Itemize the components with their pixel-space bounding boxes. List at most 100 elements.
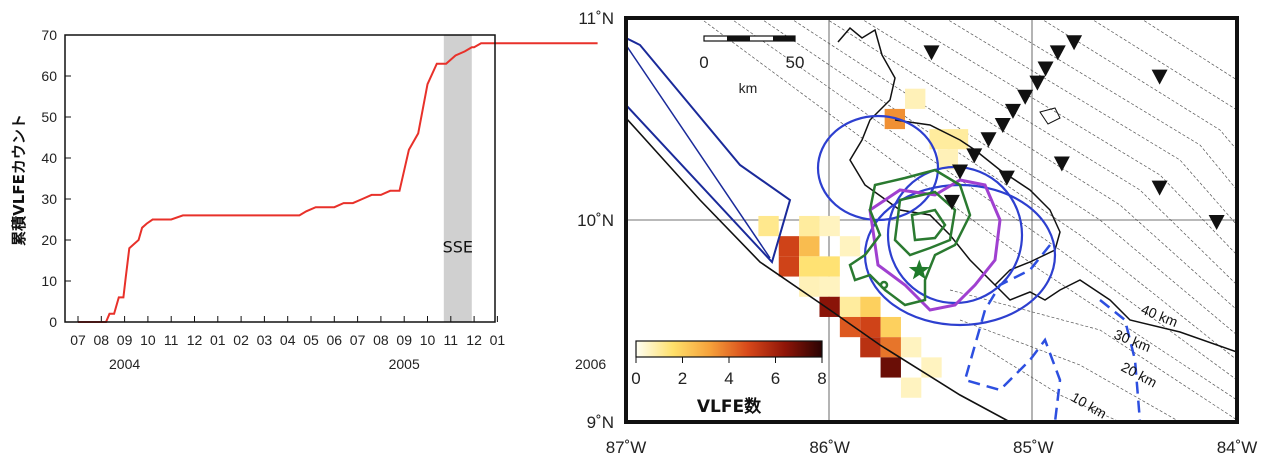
colorbar-tick-label: 6 <box>771 369 780 388</box>
station-triangle <box>943 194 960 210</box>
x-tick-label: 06 <box>327 332 343 348</box>
colorbar-tick-label: 2 <box>678 369 687 388</box>
heatmap-cell <box>880 357 901 378</box>
heatmap-cell <box>778 236 800 257</box>
y-tick-label: 30 <box>41 191 57 207</box>
seismic-stations <box>923 35 1225 231</box>
station-triangle <box>1029 75 1046 91</box>
x-tick-label: 01 <box>490 332 506 348</box>
station-triangle <box>998 170 1015 186</box>
colorbar-ramp <box>635 340 823 358</box>
y-tick-label: 50 <box>41 109 57 125</box>
heatmap-cell <box>900 377 922 398</box>
station-triangle <box>1049 45 1066 61</box>
heatmap-cell <box>778 256 800 277</box>
y-tick-label: 0 <box>49 314 57 330</box>
fault-zone-outline <box>626 36 792 264</box>
x-axis-ticks: 07 08 09 10 11 12 01 02 03 04 05 06 07 08 09 10 11 12 01 <box>70 316 505 348</box>
station-triangle <box>952 164 969 180</box>
heatmap-cell <box>860 337 881 358</box>
heatmap-cell <box>819 215 840 237</box>
trench-line <box>626 117 1011 422</box>
year-labels: 2004 2005 2006 <box>109 356 606 372</box>
station-triangle <box>980 132 997 148</box>
station-triangle <box>923 45 940 61</box>
plot-frame <box>64 34 496 323</box>
dashed-slip-contour <box>963 244 1142 422</box>
longitude-tick-label: 85˚W <box>1013 438 1054 457</box>
x-tick-label: 12 <box>466 332 482 348</box>
station-triangle <box>1066 35 1083 51</box>
x-tick-label: 09 <box>396 332 412 348</box>
longitude-tick-label: 87˚W <box>606 438 647 457</box>
cumulative-count-chart: SSE 0 10 20 30 40 50 60 70 07 08 09 10 11 12 01 02 03 04… <box>10 27 606 372</box>
x-tick-label: 12 <box>187 332 203 348</box>
sse-label: SSE <box>443 237 473 256</box>
heatmap-cell <box>799 276 820 297</box>
station-triangle <box>994 118 1011 134</box>
heatmap-cell <box>880 337 901 358</box>
y-tick-label: 60 <box>41 68 57 84</box>
y-axis-ticks: 0 10 20 30 40 50 60 70 <box>41 27 71 330</box>
y-tick-label: 70 <box>41 27 57 43</box>
y-tick-label: 40 <box>41 150 57 166</box>
scale-bar: 0 50 km <box>699 35 805 96</box>
colorbar-tick-label: 4 <box>724 369 733 388</box>
x-tick-label: 11 <box>164 332 179 348</box>
station-triangle <box>1017 89 1034 105</box>
heatmap-cell <box>839 236 861 257</box>
y-tick-label: 20 <box>41 232 57 248</box>
heatmap-cell <box>799 236 820 257</box>
x-tick-label: 05 <box>303 332 319 348</box>
lake-outline <box>1039 107 1061 125</box>
station-triangle <box>1151 180 1168 196</box>
scale-tick-50: 50 <box>786 53 805 72</box>
x-tick-label: 08 <box>94 332 110 348</box>
heatmap-cell <box>819 296 840 317</box>
x-tick-label: 07 <box>70 332 86 348</box>
latitude-ticks: 9˚N 10˚N 11˚N <box>577 9 614 432</box>
x-tick-label: 10 <box>140 332 156 348</box>
year-label: 2006 <box>575 356 606 372</box>
station-triangle <box>1151 69 1168 85</box>
sse-shaded-span <box>443 35 472 322</box>
station-triangle <box>966 148 983 164</box>
y-tick-label: 10 <box>41 273 57 289</box>
scale-unit: km <box>739 80 758 96</box>
x-tick-label: 02 <box>233 332 249 348</box>
latitude-tick-label: 11˚N <box>578 9 614 28</box>
station-triangle <box>1053 156 1070 172</box>
y-axis-label: 累積VLFEカウント <box>10 114 28 246</box>
heatmap-cell <box>839 296 861 317</box>
fault-zone-inner <box>626 44 771 259</box>
colorbar: 0 2 4 6 8 VLFE数 <box>631 340 827 417</box>
colorbar-tick-label: 0 <box>631 369 640 388</box>
station-triangle <box>1208 215 1225 231</box>
longitude-tick-label: 84˚W <box>1217 438 1258 457</box>
heatmap-cell <box>880 316 901 338</box>
heatmap-cell <box>905 88 926 109</box>
heatmap-cell <box>860 296 881 317</box>
colorbar-ticks: 0 2 4 6 8 <box>631 357 827 388</box>
vlfe-heatmap-cells <box>758 88 969 398</box>
station-triangle <box>1004 103 1021 119</box>
x-tick-label: 03 <box>257 332 273 348</box>
map-frame <box>624 16 1239 424</box>
x-tick-label: 04 <box>280 332 296 348</box>
colorbar-label: VLFE数 <box>697 396 762 417</box>
coastline <box>837 26 1237 353</box>
x-tick-label: 07 <box>350 332 366 348</box>
cumulative-count-line <box>78 42 598 323</box>
latitude-tick-label: 9˚N <box>587 413 614 432</box>
epicenter-star <box>908 259 930 280</box>
heatmap-cell <box>860 316 881 338</box>
station-triangle <box>1037 61 1054 77</box>
x-tick-label: 11 <box>444 332 459 348</box>
coastline-north <box>894 119 1061 286</box>
colorbar-tick-label: 8 <box>817 369 826 388</box>
heatmap-cell <box>900 337 922 358</box>
year-label: 2005 <box>389 356 420 372</box>
scale-tick-0: 0 <box>699 53 708 72</box>
